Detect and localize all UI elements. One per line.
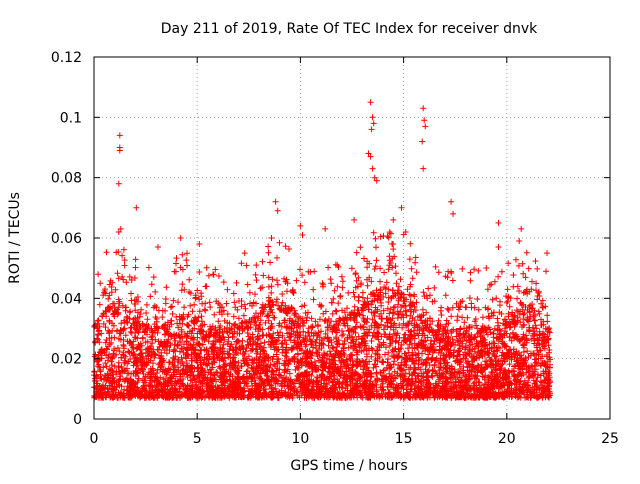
- data-point: [438, 308, 444, 314]
- data-point: [266, 284, 272, 290]
- data-point: [177, 349, 183, 355]
- data-point: [224, 301, 230, 307]
- data-point: [127, 309, 133, 315]
- data-point: [420, 289, 426, 295]
- data-point: [538, 379, 544, 385]
- data-point: [365, 283, 371, 289]
- data-point: [175, 299, 181, 305]
- data-point: [181, 304, 187, 310]
- data-point: [185, 322, 191, 328]
- data-point: [369, 338, 375, 344]
- data-point: [170, 298, 176, 304]
- data-point: [106, 318, 112, 324]
- data-point: [360, 290, 366, 296]
- data-point: [375, 330, 381, 336]
- data-point: [445, 306, 451, 312]
- data-point: [364, 295, 370, 301]
- data-points: [91, 99, 553, 401]
- data-point: [388, 323, 394, 329]
- data-point: [384, 279, 390, 285]
- data-point: [191, 302, 197, 308]
- data-point: [95, 332, 101, 338]
- data-point: [202, 300, 208, 306]
- data-point: [123, 279, 129, 285]
- data-point: [269, 283, 275, 289]
- data-point: [280, 300, 286, 306]
- data-point: [507, 304, 513, 310]
- data-point: [258, 285, 264, 291]
- data-point: [259, 284, 265, 290]
- data-point: [377, 279, 383, 285]
- data-point: [275, 282, 281, 288]
- data-point: [448, 313, 454, 319]
- data-point: [118, 320, 124, 326]
- data-point: [395, 315, 401, 321]
- data-point: [393, 263, 399, 269]
- data-point: [225, 311, 231, 317]
- data-point: [144, 302, 150, 308]
- data-point: [491, 334, 497, 340]
- data-point: [97, 302, 103, 308]
- data-point: [521, 349, 527, 355]
- data-point: [108, 359, 114, 365]
- data-point: [420, 307, 426, 313]
- data-point: [345, 290, 351, 296]
- data-point: [408, 293, 414, 299]
- data-point: [284, 288, 290, 294]
- data-point: [304, 314, 310, 320]
- data-point: [247, 290, 253, 296]
- data-point: [379, 359, 385, 365]
- data-point: [544, 312, 550, 318]
- data-point: [311, 297, 317, 303]
- data-point: [116, 275, 122, 281]
- data-point: [514, 296, 520, 302]
- data-point: [140, 335, 146, 341]
- data-point: [128, 329, 134, 335]
- data-point: [279, 341, 285, 347]
- data-point: [270, 331, 276, 337]
- data-point: [372, 266, 378, 272]
- data-point: [245, 330, 251, 336]
- data-point: [454, 317, 460, 323]
- data-point: [429, 374, 435, 380]
- data-point: [231, 299, 237, 305]
- data-point: [96, 317, 102, 323]
- data-point: [405, 345, 411, 351]
- data-point: [109, 362, 115, 368]
- data-point: [169, 303, 175, 309]
- data-point: [163, 296, 169, 302]
- data-point: [427, 292, 433, 298]
- data-point: [386, 310, 392, 316]
- data-point: [378, 300, 384, 306]
- data-point: [170, 311, 176, 317]
- data-point: [293, 311, 299, 317]
- data-point: [149, 333, 155, 339]
- data-point: [412, 366, 418, 372]
- data-point: [129, 330, 135, 336]
- data-point: [111, 335, 117, 341]
- data-point: [510, 284, 516, 290]
- data-point: [119, 274, 125, 280]
- data-point: [309, 325, 315, 331]
- chart-title: Day 211 of 2019, Rate Of TEC Index for r…: [161, 21, 538, 37]
- data-point: [159, 314, 165, 320]
- data-point: [393, 270, 399, 276]
- data-point: [262, 339, 268, 345]
- data-point: [187, 303, 193, 309]
- data-point: [398, 276, 404, 282]
- data-point: [120, 277, 126, 283]
- data-point: [105, 296, 111, 302]
- data-point: [279, 291, 285, 297]
